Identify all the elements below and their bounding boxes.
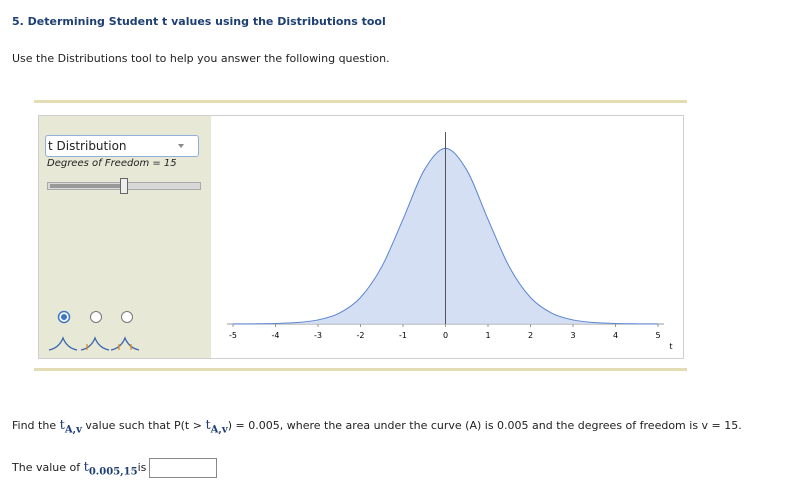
x-tick-label: 2 bbox=[528, 331, 533, 340]
answer-line: The value of t0.005,15is bbox=[12, 458, 218, 478]
x-axis-label: t bbox=[669, 342, 672, 351]
icon-middle[interactable] bbox=[110, 336, 140, 351]
divider bbox=[34, 100, 687, 103]
x-tick-label: 5 bbox=[655, 331, 660, 340]
text: ) = 0.005, where the area under the curv… bbox=[227, 419, 742, 432]
x-tick-label: 0 bbox=[443, 331, 448, 340]
symbol: t0.005,15 bbox=[83, 460, 138, 478]
subscript: 0.005,15 bbox=[88, 466, 138, 478]
radio[interactable] bbox=[90, 311, 102, 323]
symbol: tA,v bbox=[205, 418, 228, 436]
control-panel: t Distribution Degrees of Freedom = 15 bbox=[39, 116, 211, 358]
distribution-dropdown[interactable]: t Distribution bbox=[45, 135, 199, 157]
mode-controls bbox=[48, 310, 140, 351]
df-label: Degrees of Freedom = 15 bbox=[47, 158, 177, 169]
dropdown-label: t Distribution bbox=[48, 139, 127, 153]
radio[interactable] bbox=[121, 311, 133, 323]
x-tick-label: -2 bbox=[357, 331, 365, 340]
text: value such that P(t > bbox=[81, 419, 206, 432]
slider-knob[interactable] bbox=[120, 178, 128, 194]
x-tick-label: -3 bbox=[314, 331, 322, 340]
instruction: Use the Distributions tool to help you a… bbox=[12, 52, 390, 65]
symbol: tA,v bbox=[59, 418, 82, 436]
icon-marker bbox=[118, 344, 132, 350]
distribution-chart: t -5 -4 -3 -2 -1 0 1 2 3 4 5 bbox=[227, 132, 673, 351]
distributions-tool: t Distribution Degrees of Freedom = 15 t… bbox=[38, 115, 684, 359]
x-tick-label: 1 bbox=[485, 331, 490, 340]
divider bbox=[34, 368, 687, 371]
text: is bbox=[137, 461, 147, 474]
radio-dot bbox=[61, 314, 67, 320]
text: Find the bbox=[12, 419, 60, 432]
icon-two-tail[interactable] bbox=[80, 336, 110, 351]
answer-input[interactable] bbox=[149, 458, 218, 478]
slider-fill bbox=[50, 184, 122, 188]
df-slider[interactable] bbox=[47, 178, 201, 194]
icon-one-tail[interactable] bbox=[48, 336, 78, 351]
text: The value of bbox=[12, 461, 84, 474]
x-tick-label: -4 bbox=[272, 331, 280, 340]
subscript: A,v bbox=[210, 424, 228, 436]
t: t bbox=[205, 418, 211, 433]
x-tick-label: -5 bbox=[229, 331, 237, 340]
subscript: A,v bbox=[64, 424, 82, 436]
t: t bbox=[59, 418, 65, 433]
question-text: Find the tA,v value such that P(t > tA,v… bbox=[12, 418, 742, 436]
x-tick-label: 4 bbox=[613, 331, 618, 340]
x-tick-label: 3 bbox=[570, 331, 575, 340]
x-tick-label: -1 bbox=[399, 331, 407, 340]
t: t bbox=[83, 460, 89, 475]
question-title: 5. Determining Student t values using th… bbox=[12, 15, 386, 28]
